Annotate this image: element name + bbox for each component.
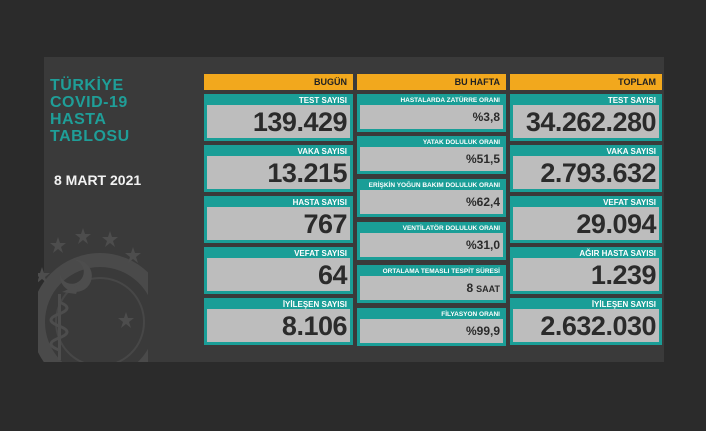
card-value: 13.215 xyxy=(207,156,350,189)
report-date: 8 MART 2021 xyxy=(54,172,142,188)
week-ventilator-card: VENTİLATÖR DOLULUK ORANI %31,0 xyxy=(357,222,506,260)
today-patient-card: HASTA SAYISI 767 xyxy=(204,196,353,243)
card-label: İYİLEŞEN SAYISI xyxy=(591,300,656,309)
title-line: COVID-19 xyxy=(50,94,128,111)
card-value: %51,5 xyxy=(360,147,503,171)
card-label: İYİLEŞEN SAYISI xyxy=(282,300,347,309)
card-value: 8 SAAT xyxy=(360,276,503,300)
card-label: HASTALARDA ZATÜRRE ORANI xyxy=(400,97,500,104)
card-label: VENTİLATÖR DOLULUK ORANI xyxy=(402,225,500,232)
card-value-unit: SAAT xyxy=(476,284,500,294)
card-label: VEFAT SAYISI xyxy=(294,249,347,258)
card-label: YATAK DOLULUK ORANI xyxy=(422,139,500,146)
week-pneumonia-card: HASTALARDA ZATÜRRE ORANI %3,8 xyxy=(357,94,506,132)
card-value: %31,0 xyxy=(360,233,503,257)
title-line: TÜRKİYE xyxy=(50,77,124,94)
card-label: HASTA SAYISI xyxy=(292,198,347,207)
card-value: 2.632.030 xyxy=(513,309,659,342)
card-value: 767 xyxy=(207,207,350,240)
today-case-card: VAKA SAYISI 13.215 xyxy=(204,145,353,192)
card-label: ORTALAMA TEMASLI TESPİT SÜRESİ xyxy=(382,268,500,275)
card-label: VEFAT SAYISI xyxy=(603,198,656,207)
title-line: HASTA xyxy=(50,111,107,128)
card-value-number: 8 xyxy=(466,281,474,295)
title-line: TABLOSU xyxy=(50,128,130,145)
total-recovered-card: İYİLEŞEN SAYISI 2.632.030 xyxy=(510,298,662,345)
card-value: 8.106 xyxy=(207,309,350,342)
column-header-total: TOPLAM xyxy=(510,74,662,90)
card-value: 1.239 xyxy=(513,258,659,291)
column-header-today: BUGÜN xyxy=(204,74,353,90)
week-filiation-card: FİLYASYON ORANI %99,9 xyxy=(357,308,506,346)
card-label: AĞIR HASTA SAYISI xyxy=(579,249,656,258)
week-contact-time-card: ORTALAMA TEMASLI TESPİT SÜRESİ 8 SAAT xyxy=(357,265,506,303)
card-value: 139.429 xyxy=(207,105,350,138)
card-label: VAKA SAYISI xyxy=(606,147,657,156)
ministry-seal-icon xyxy=(38,222,148,362)
card-value: 29.094 xyxy=(513,207,659,240)
card-value: %3,8 xyxy=(360,105,503,129)
column-header-this-week: BU HAFTA xyxy=(357,74,506,90)
card-value: 34.262.280 xyxy=(513,105,659,138)
card-label: VAKA SAYISI xyxy=(297,147,348,156)
card-value: 64 xyxy=(207,258,350,291)
today-recovered-card: İYİLEŞEN SAYISI 8.106 xyxy=(204,298,353,345)
card-value: %99,9 xyxy=(360,319,503,343)
week-bed-occupancy-card: YATAK DOLULUK ORANI %51,5 xyxy=(357,136,506,174)
card-label: ERİŞKİN YOĞUN BAKIM DOLULUK ORANI xyxy=(368,182,500,189)
card-value: %62,4 xyxy=(360,190,503,214)
card-label: FİLYASYON ORANI xyxy=(441,311,500,318)
today-test-card: TEST SAYISI 139.429 xyxy=(204,94,353,141)
total-critical-card: AĞIR HASTA SAYISI 1.239 xyxy=(510,247,662,294)
week-icu-occupancy-card: ERİŞKİN YOĞUN BAKIM DOLULUK ORANI %62,4 xyxy=(357,179,506,217)
card-label: TEST SAYISI xyxy=(298,96,347,105)
card-value: 2.793.632 xyxy=(513,156,659,189)
total-death-card: VEFAT SAYISI 29.094 xyxy=(510,196,662,243)
dashboard-title: TÜRKİYE COVID-19 HASTA TABLOSU xyxy=(50,77,130,145)
card-label: TEST SAYISI xyxy=(607,96,656,105)
total-test-card: TEST SAYISI 34.262.280 xyxy=(510,94,662,141)
total-case-card: VAKA SAYISI 2.793.632 xyxy=(510,145,662,192)
today-death-card: VEFAT SAYISI 64 xyxy=(204,247,353,294)
